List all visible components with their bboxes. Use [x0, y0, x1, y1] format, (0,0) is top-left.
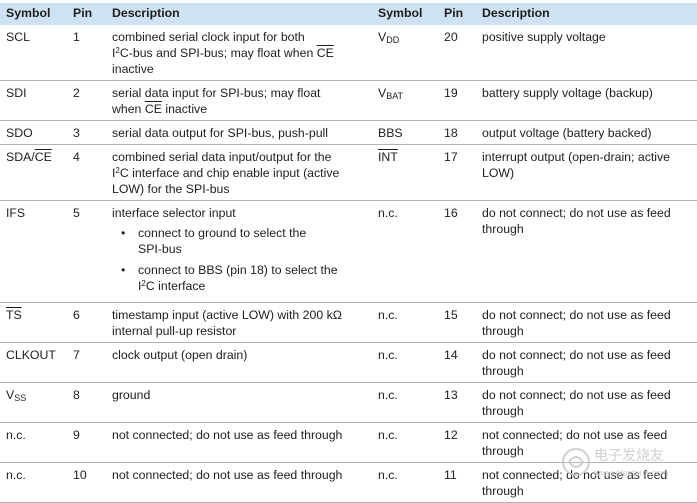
pin-cell: 18 [441, 120, 476, 145]
table-row: IFS 5 interface selector input connect t… [0, 200, 697, 303]
symbol-cell: INT [372, 144, 441, 201]
description-cell: do not connect; do not use as feed throu… [476, 302, 697, 343]
list-item: connect to BBS (pin 18) to select theI2C… [121, 262, 368, 294]
symbol-cell: IFS [0, 200, 70, 303]
description-cell: interface selector input connect to grou… [106, 200, 372, 303]
symbol-cell: SDA/CE [0, 144, 70, 201]
table-row: CLKOUT 7 clock output (open drain) n.c. … [0, 342, 697, 383]
description-cell: clock output (open drain) [106, 342, 372, 383]
symbol-cell: SDO [0, 120, 70, 145]
description-cell: timestamp input (active LOW) with 200 kΩ… [106, 302, 372, 343]
description-cell: not connected; do not use as feed throug… [476, 422, 697, 463]
pin-cell: 19 [441, 80, 476, 121]
pin-cell: 11 [441, 462, 476, 503]
header-symbol-2: Symbol [372, 3, 441, 25]
pin-cell: 20 [441, 25, 476, 81]
symbol-cell: SCL [0, 25, 70, 81]
pin-cell: 14 [441, 342, 476, 383]
pin-cell: 8 [70, 382, 106, 423]
pin-cell: 9 [70, 422, 106, 463]
pin-cell: 16 [441, 200, 476, 303]
symbol-cell: TS [0, 302, 70, 343]
description-cell: not connected; do not use as feed throug… [106, 462, 372, 503]
symbol-cell: VDD [372, 25, 441, 81]
symbol-cell: VSS [0, 382, 70, 423]
description-cell: do not connect; do not use as feed throu… [476, 382, 697, 423]
pin-cell: 3 [70, 120, 106, 145]
symbol-cell: n.c. [372, 302, 441, 343]
pin-cell: 12 [441, 422, 476, 463]
description-cell: do not connect; do not use as feed throu… [476, 200, 697, 303]
table-header-row: Symbol Pin Description Symbol Pin Descri… [0, 3, 697, 25]
pin-cell: 7 [70, 342, 106, 383]
symbol-cell: SDI [0, 80, 70, 121]
description-cell: not connected; do not use as feed throug… [106, 422, 372, 463]
symbol-cell: n.c. [0, 422, 70, 463]
description-cell: output voltage (battery backed) [476, 120, 697, 145]
description-cell: positive supply voltage [476, 25, 697, 81]
pin-cell: 6 [70, 302, 106, 343]
pin-cell: 15 [441, 302, 476, 343]
symbol-cell: n.c. [372, 342, 441, 383]
pin-cell: 2 [70, 80, 106, 121]
description-cell: combined serial clock input for both I2C… [106, 25, 372, 81]
pin-cell: 13 [441, 382, 476, 423]
symbol-cell: n.c. [372, 422, 441, 463]
description-cell: interrupt output (open-drain; active LOW… [476, 144, 697, 201]
description-cell: serial data input for SPI-bus; may float… [106, 80, 372, 121]
pin-description-table: Symbol Pin Description Symbol Pin Descri… [0, 3, 697, 503]
pin-cell: 10 [70, 462, 106, 503]
symbol-cell: n.c. [372, 382, 441, 423]
header-pin-2: Pin [441, 3, 476, 25]
pin-cell: 4 [70, 144, 106, 201]
header-pin: Pin [70, 3, 106, 25]
table-row: SDI 2 serial data input for SPI-bus; may… [0, 80, 697, 121]
description-cell: combined serial data input/output for th… [106, 144, 372, 201]
header-symbol: Symbol [0, 3, 70, 25]
table-row: n.c. 10 not connected; do not use as fee… [0, 462, 697, 503]
table-row: TS 6 timestamp input (active LOW) with 2… [0, 302, 697, 343]
symbol-cell: n.c. [372, 200, 441, 303]
description-cell: battery supply voltage (backup) [476, 80, 697, 121]
pin-cell: 1 [70, 25, 106, 81]
symbol-cell: CLKOUT [0, 342, 70, 383]
table-row: VSS 8 ground n.c. 13 do not connect; do … [0, 382, 697, 423]
table-row: SDA/CE 4 combined serial data input/outp… [0, 144, 697, 201]
description-cell: not connected; do not use as feed throug… [476, 462, 697, 503]
description-cell: serial data output for SPI-bus, push-pul… [106, 120, 372, 145]
symbol-cell: VBAT [372, 80, 441, 121]
symbol-cell: BBS [372, 120, 441, 145]
symbol-cell: n.c. [372, 462, 441, 503]
description-cell: ground [106, 382, 372, 423]
description-cell: do not connect; do not use as feed throu… [476, 342, 697, 383]
pin-cell: 5 [70, 200, 106, 303]
pin-cell: 17 [441, 144, 476, 201]
table-row: SCL 1 combined serial clock input for bo… [0, 25, 697, 81]
table-row: n.c. 9 not connected; do not use as feed… [0, 422, 697, 463]
table-row: SDO 3 serial data output for SPI-bus, pu… [0, 120, 697, 145]
header-description-2: Description [476, 3, 697, 25]
header-description: Description [106, 3, 372, 25]
symbol-cell: n.c. [0, 462, 70, 503]
